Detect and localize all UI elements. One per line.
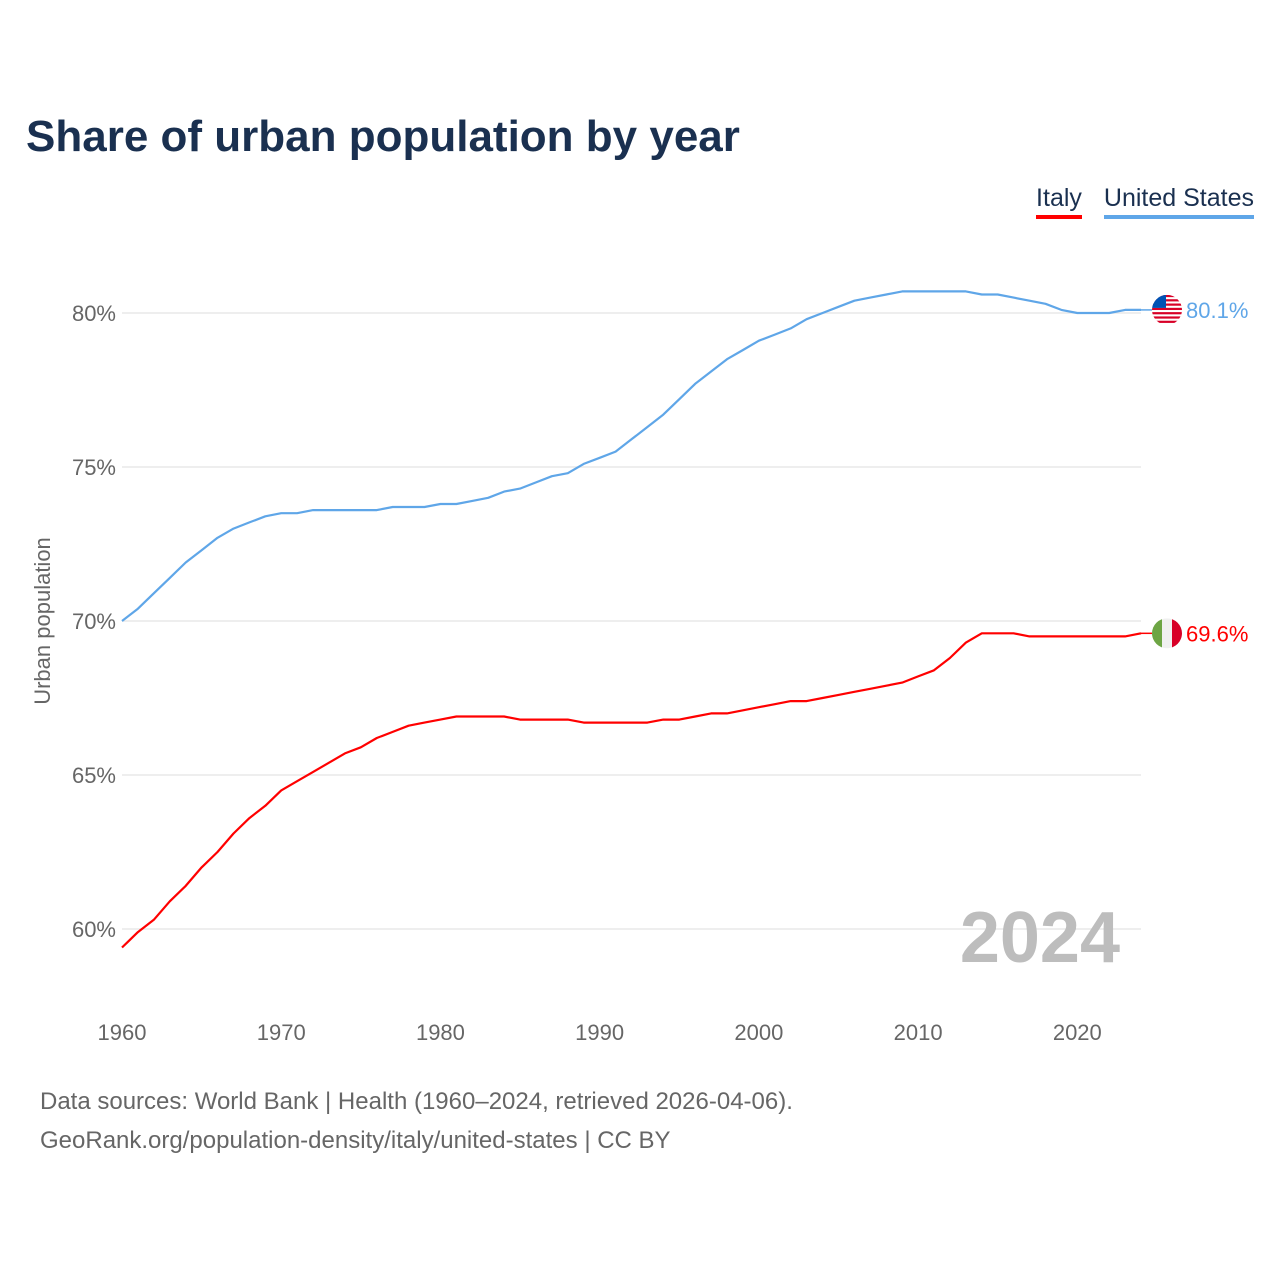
legend-italy[interactable]: Italy — [1036, 184, 1082, 219]
flag-stripe — [1152, 316, 1182, 319]
flag-red — [1172, 618, 1182, 649]
flag-white — [1162, 618, 1172, 649]
x-tick-label: 1990 — [575, 1020, 624, 1045]
y-tick-label: 60% — [72, 917, 116, 942]
legend: Italy United States — [1036, 184, 1254, 219]
flag-stripe — [1152, 299, 1182, 302]
end-value-label: 80.1% — [1186, 298, 1248, 323]
footer-link[interactable]: GeoRank.org/population-density/italy/uni… — [40, 1127, 671, 1154]
flag-stripe — [1152, 303, 1182, 306]
x-tick-label: 2020 — [1053, 1020, 1102, 1045]
y-axis-label: Urban population — [30, 537, 55, 705]
flag-green — [1152, 618, 1162, 649]
usa-flag-icon — [1152, 294, 1182, 323]
y-tick-label: 70% — [72, 609, 116, 634]
x-tick-label: 1980 — [416, 1020, 465, 1045]
x-tick-label: 2010 — [894, 1020, 943, 1045]
flag-stripe — [1152, 294, 1182, 298]
series-line-italy — [121, 632, 1142, 949]
end-value-label: 69.6% — [1186, 621, 1248, 646]
y-tick-label: 65% — [72, 763, 116, 788]
flag-stripe — [1152, 320, 1182, 323]
x-tick-label: 1960 — [98, 1020, 147, 1045]
series-line-united-states — [121, 290, 1141, 622]
y-tick-label: 75% — [72, 455, 116, 480]
footer-source: Data sources: World Bank | Health (1960–… — [40, 1088, 793, 1115]
year-watermark: 2024 — [960, 898, 1120, 978]
flag-stripe — [1152, 312, 1182, 315]
y-tick-label: 80% — [72, 301, 116, 326]
chart-title: Share of urban population by year — [26, 112, 740, 161]
italy-flag-icon — [1152, 618, 1182, 649]
x-tick-label: 1970 — [257, 1020, 306, 1045]
legend-united-states[interactable]: United States — [1103, 184, 1254, 219]
flag-stripe — [1152, 307, 1182, 311]
flag-canton — [1152, 294, 1166, 308]
flag-body — [1152, 618, 1182, 649]
x-tick-label: 2000 — [734, 1020, 783, 1045]
flag-body — [1152, 294, 1182, 323]
